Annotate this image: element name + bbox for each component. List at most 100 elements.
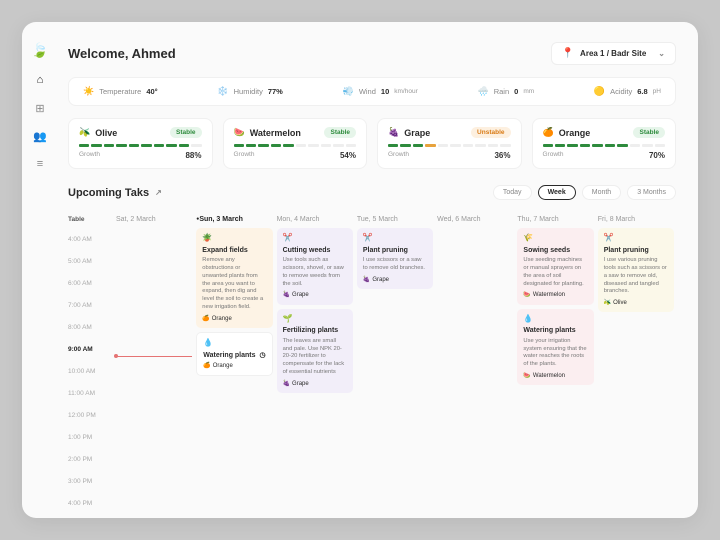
growth-pct: 70% xyxy=(649,151,665,160)
wind-icon: 💨 xyxy=(343,86,354,97)
day-header: Fri, 8 March xyxy=(598,210,674,228)
task-card[interactable]: 🪴 Expand fields Remove any obstructions … xyxy=(196,228,272,328)
task-card[interactable]: ✂️ Plant pruning I use various pruning t… xyxy=(598,228,674,312)
crop-card[interactable]: 🍇GrapeUnstable Growth36% xyxy=(377,118,522,169)
task-title: Plant pruning xyxy=(604,246,668,255)
task-title: Cutting weeds xyxy=(283,246,347,255)
crop-name: Watermelon xyxy=(250,128,301,138)
area-selector[interactable]: 📍 Area 1 / Badr Site ⌄ xyxy=(551,42,676,65)
crop-icon: 🍇 xyxy=(388,127,399,138)
day-column: Sun, 3 March 🪴 Expand fields Remove any … xyxy=(194,210,274,508)
hour-label: 1:00 PM xyxy=(68,426,114,448)
task-desc: I use various pruning tools such as scis… xyxy=(604,257,668,296)
hour-label: 6:00 AM xyxy=(68,272,114,294)
task-title: Plant pruning xyxy=(363,246,427,255)
task-desc: Use your irrigation system ensuring that… xyxy=(523,338,587,369)
rain-icon: 🌧️ xyxy=(477,86,488,97)
task-card[interactable]: ✂️ Cutting weeds Use tools such as sciss… xyxy=(277,228,353,305)
hour-label: 2:00 PM xyxy=(68,448,114,470)
range-3months[interactable]: 3 Months xyxy=(627,185,676,200)
main-content: Welcome, Ahmed 📍 Area 1 / Badr Site ⌄ ☀️… xyxy=(58,22,698,518)
crop-name: Olive xyxy=(95,128,117,138)
hour-label: 5:00 AM xyxy=(68,250,114,272)
task-crop: 🍊Orange xyxy=(203,362,265,370)
task-card[interactable]: 🌾 Sowing seeds Use seeding machines or m… xyxy=(517,228,593,305)
metrics-bar: ☀️Temperature40° ❄️Humidity77% 💨Wind10km… xyxy=(68,77,676,106)
day-column: Wed, 6 March xyxy=(435,210,515,508)
hour-label: 8:00 AM xyxy=(68,316,114,338)
crop-name: Orange xyxy=(559,128,591,138)
nav-settings-icon[interactable]: ≡ xyxy=(33,157,47,171)
hour-label: 7:00 AM xyxy=(68,294,114,316)
task-title: Expand fields xyxy=(202,246,266,255)
task-card[interactable]: ✂️ Plant pruning I use scissors or a saw… xyxy=(357,228,433,289)
crop-icon: 🍉 xyxy=(234,127,245,138)
task-crop: 🫒Olive xyxy=(604,299,668,307)
status-badge: Stable xyxy=(633,127,665,138)
hour-label: 4:00 PM xyxy=(68,492,114,508)
crop-icon: 🫒 xyxy=(79,127,90,138)
task-icon: ✂️ xyxy=(604,233,668,244)
nav-home-icon[interactable]: ⌂ xyxy=(33,73,47,87)
snow-icon: ❄️ xyxy=(217,86,228,97)
task-card[interactable]: 💧 Watering plants ◷ 🍊Orange xyxy=(196,332,272,376)
sidebar: 🍃 ⌂ ⊞ 👥 ≡ xyxy=(22,22,58,518)
task-card[interactable]: 🌱 Fertilizing plants The leaves are smal… xyxy=(277,309,353,393)
chevron-down-icon: ⌄ xyxy=(658,49,665,58)
crop-card[interactable]: 🍉WatermelonStable Growth54% xyxy=(223,118,368,169)
crop-icon: 🍊 xyxy=(543,127,554,138)
crop-card[interactable]: 🫒OliveStable Growth88% xyxy=(68,118,213,169)
header: Welcome, Ahmed 📍 Area 1 / Badr Site ⌄ xyxy=(68,42,676,65)
growth-pct: 36% xyxy=(494,151,510,160)
task-icon: 🪴 xyxy=(202,233,266,244)
crop-card[interactable]: 🍊OrangeStable Growth70% xyxy=(532,118,677,169)
hour-label: 10:00 AM xyxy=(68,360,114,382)
metric-wind: 💨Wind10km/hour xyxy=(343,86,418,97)
task-title: Watering plants xyxy=(523,326,587,335)
now-line xyxy=(116,356,192,357)
tasks-title: Upcoming Taks↗ xyxy=(68,187,162,199)
day-header: Tue, 5 March xyxy=(357,210,433,228)
metric-rain: 🌧️Rain0mm xyxy=(477,86,534,97)
day-header: Sat, 2 March xyxy=(116,210,192,228)
day-column: Mon, 4 March ✂️ Cutting weeds Use tools … xyxy=(275,210,355,508)
nav-grid-icon[interactable]: ⊞ xyxy=(33,101,47,115)
task-icon: ✂️ xyxy=(283,233,347,244)
task-title: Fertilizing plants xyxy=(283,326,347,335)
range-month[interactable]: Month xyxy=(582,185,621,200)
task-crop: 🍊Orange xyxy=(202,315,266,323)
task-desc: The leaves are small and pale. Use NPK 2… xyxy=(283,338,347,377)
app-window: 🍃 ⌂ ⊞ 👥 ≡ Welcome, Ahmed 📍 Area 1 / Badr… xyxy=(22,22,698,518)
task-title: Watering plants ◷ xyxy=(203,351,265,360)
growth-bar xyxy=(388,144,511,147)
growth-pct: 88% xyxy=(185,151,201,160)
growth-pct: 54% xyxy=(340,151,356,160)
crop-name: Grape xyxy=(404,128,430,138)
task-icon: 💧 xyxy=(523,314,587,325)
hour-label: 12:00 PM xyxy=(68,404,114,426)
growth-bar xyxy=(79,144,202,147)
pin-icon: 📍 xyxy=(562,48,574,59)
nav-users-icon[interactable]: 👥 xyxy=(33,129,47,143)
time-column: Table4:00 AM5:00 AM6:00 AM7:00 AM8:00 AM… xyxy=(68,210,114,508)
area-label: Area 1 / Badr Site xyxy=(580,49,646,58)
tasks-header: Upcoming Taks↗ Today Week Month 3 Months xyxy=(68,185,676,200)
range-week[interactable]: Week xyxy=(538,185,576,200)
task-icon: 🌾 xyxy=(523,233,587,244)
hour-label: 9:00 AM xyxy=(68,338,114,360)
metric-humidity: ❄️Humidity77% xyxy=(217,86,282,97)
status-badge: Stable xyxy=(324,127,356,138)
task-crop: 🍇Grape xyxy=(363,276,427,284)
external-icon[interactable]: ↗ xyxy=(155,188,162,197)
task-card[interactable]: 💧 Watering plants Use your irrigation sy… xyxy=(517,309,593,386)
task-crop: 🍇Grape xyxy=(283,291,347,299)
logo-icon: 🍃 xyxy=(31,42,48,59)
status-badge: Stable xyxy=(170,127,202,138)
task-desc: I use scissors or a saw to remove old br… xyxy=(363,257,427,273)
day-header: Sun, 3 March xyxy=(196,210,272,228)
task-desc: Use tools such as scissors, shovel, or s… xyxy=(283,257,347,288)
range-today[interactable]: Today xyxy=(493,185,532,200)
task-icon: 🌱 xyxy=(283,314,347,325)
day-column: Sat, 2 March xyxy=(114,210,194,508)
task-title: Sowing seeds xyxy=(523,246,587,255)
